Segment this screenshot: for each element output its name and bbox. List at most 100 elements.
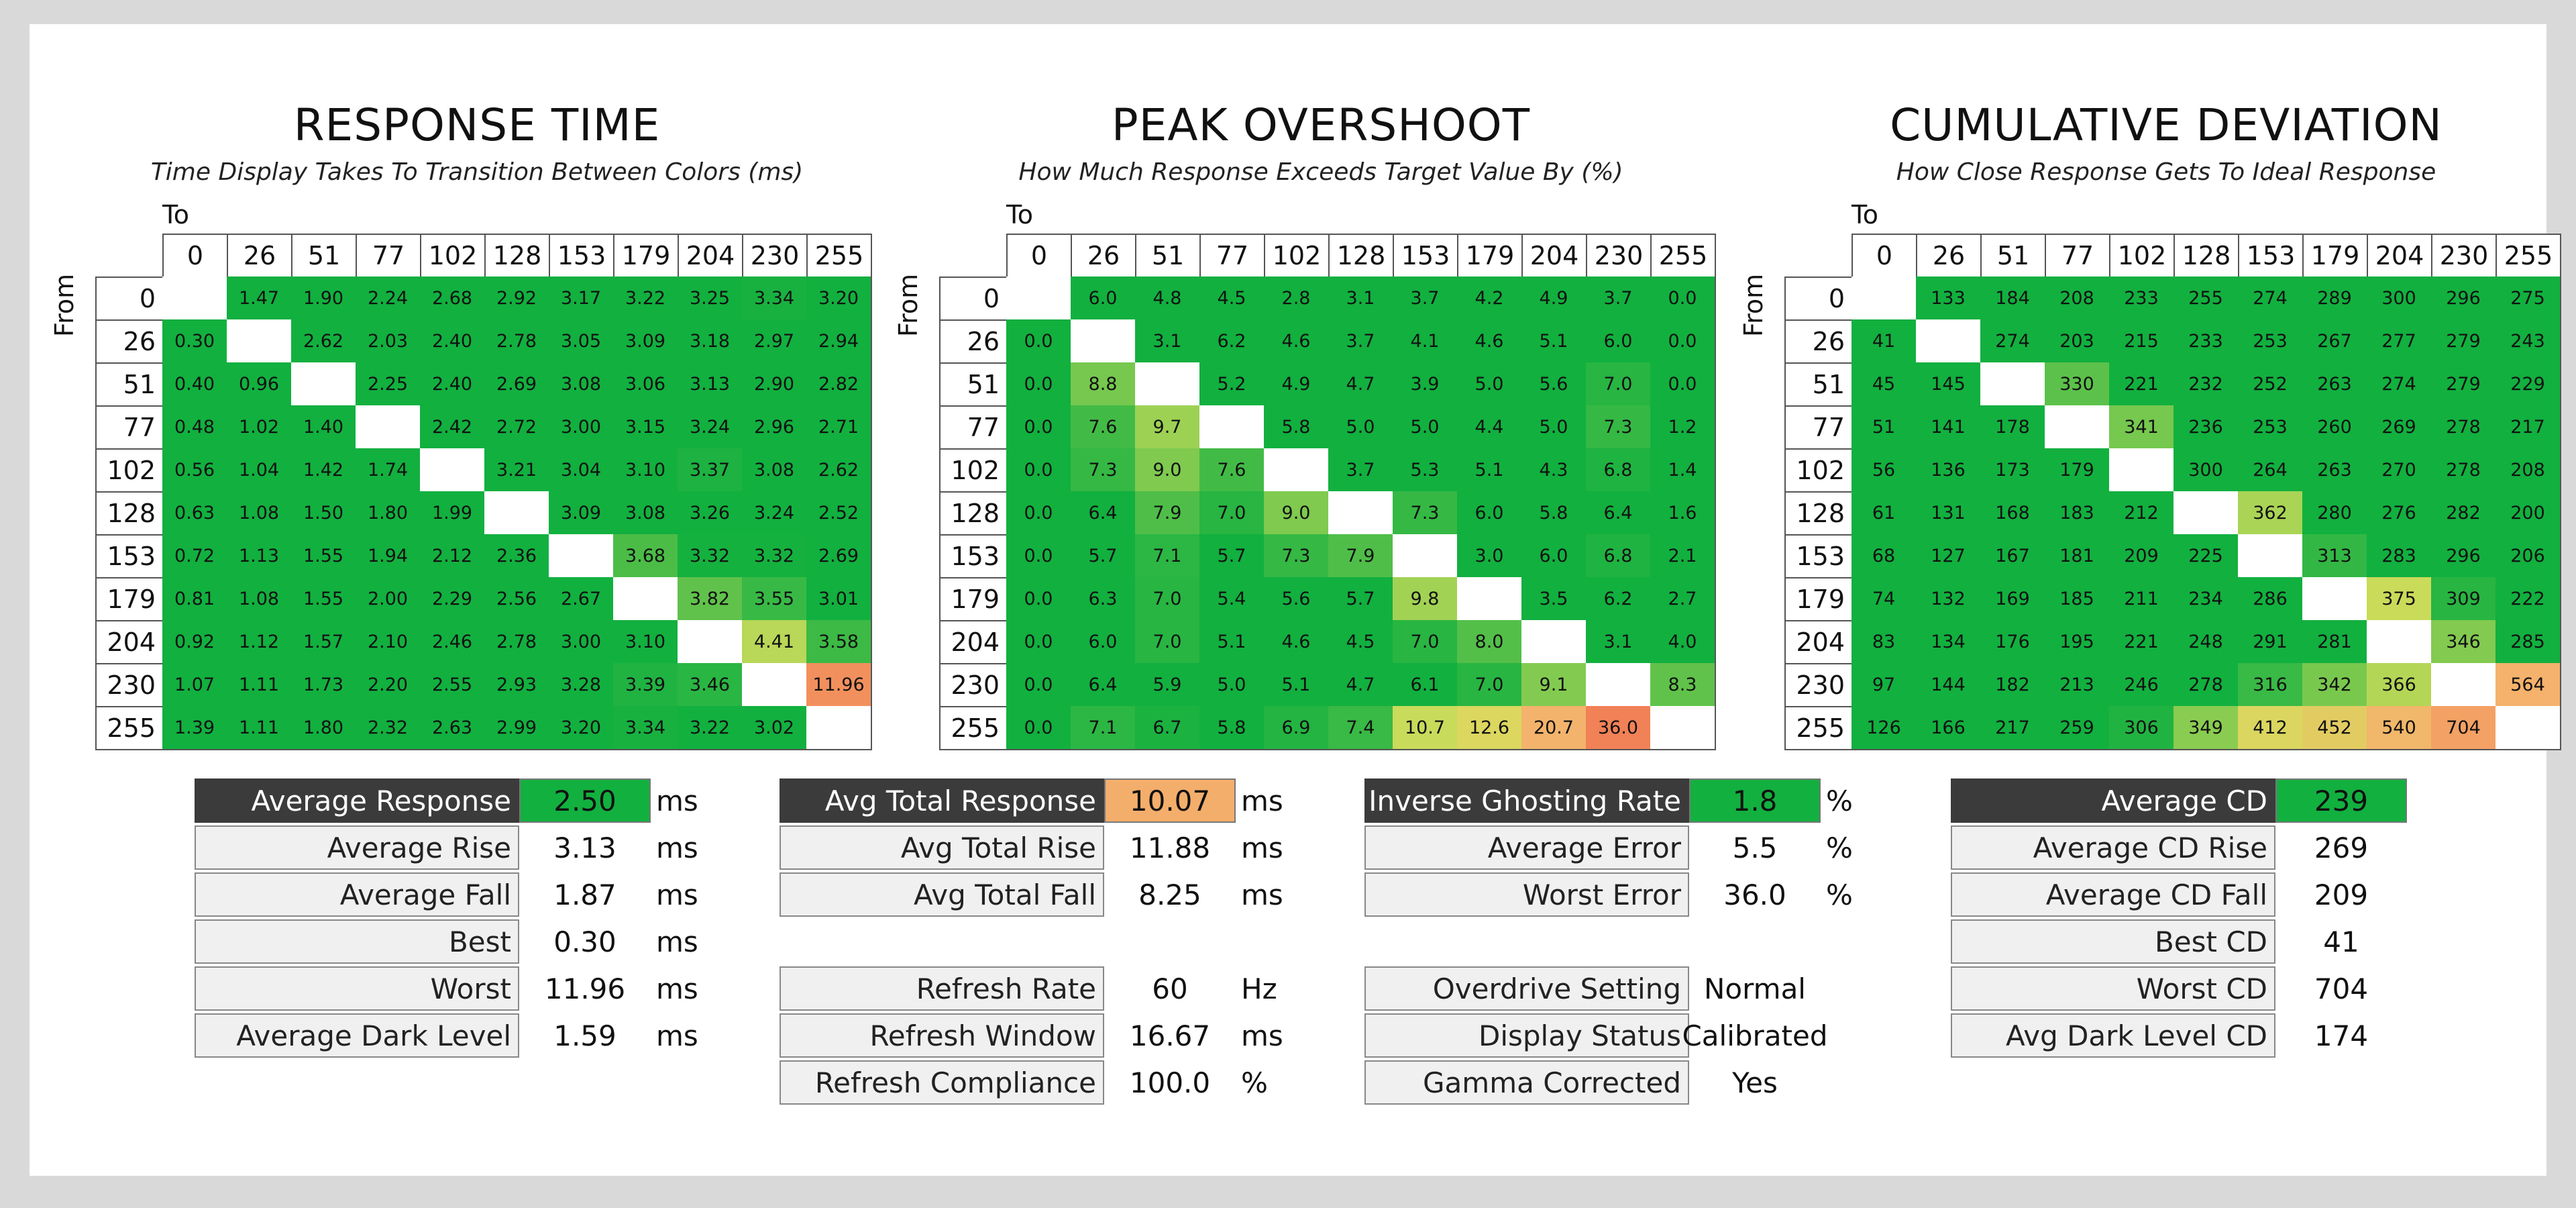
axis-to-label: To [1006,200,1034,230]
heatmap-cell [2367,620,2431,663]
heatmap-cell: 51 [1851,405,1916,448]
heatmap-cell: 2.25 [356,362,420,405]
heatmap-cell: 2.92 [484,276,549,319]
heatmap-cell: 8.8 [1071,362,1135,405]
row-header: 204 [95,620,162,663]
axis-from-label: From [894,273,923,337]
settings-stat-label: Gamma Corrected [1364,1060,1689,1105]
heatmap-cell: 7.9 [1135,491,1199,534]
heatmap-cell: 260 [2302,405,2367,448]
heatmap-cell: 9.0 [1264,491,1328,534]
row-header: 179 [939,577,1006,620]
heatmap-cell: 176 [1980,620,2045,663]
heatmap-cell: 0.0 [1006,663,1071,706]
total-stat-label: Avg Total Fall [780,872,1104,917]
heatmap-cell: 182 [1980,663,2045,706]
heatmap-cell: 2.00 [356,577,420,620]
heatmap-cell: 3.05 [549,319,613,362]
heatmap-cell: 253 [2238,405,2302,448]
heatmap-cell: 126 [1851,706,1916,749]
overshoot-stat-unit: % [1826,878,1853,911]
heatmap-cell: 4.3 [1521,448,1586,491]
heatmap-cell: 236 [2174,405,2238,448]
cd-stat-label: Average CD [1951,778,2275,823]
heatmap-cell: 316 [2238,663,2302,706]
heatmap-cell: 234 [2174,577,2238,620]
heatmap-cell: 285 [2496,620,2560,663]
heatmap-cell: 300 [2367,276,2431,319]
column-header: 230 [2431,234,2496,276]
heatmap-cell: 5.0 [1457,362,1521,405]
heatmap-cell: 169 [1980,577,2045,620]
heatmap-cell: 0.0 [1006,362,1071,405]
heatmap-cell: 248 [2174,620,2238,663]
heatmap-cell: 3.00 [549,620,613,663]
response-stat-row: Best 0.30 ms [195,919,716,964]
cd-stat-value: 41 [2323,925,2359,958]
column-header: 204 [678,234,742,276]
heatmap-cell: 6.2 [1199,319,1264,362]
heatmap-cell: 2.78 [484,319,549,362]
heatmap-cell: 232 [2174,362,2238,405]
heatmap-cell: 5.8 [1264,405,1328,448]
heatmap-cell: 0.96 [227,362,291,405]
heatmap-cell: 6.1 [1393,663,1457,706]
overshoot-stat-value: 36.0 [1723,878,1786,911]
heatmap-cell: 11.96 [806,663,871,706]
refresh-stat-value: 16.67 [1129,1019,1211,1052]
heatmap-cell: 3.09 [613,319,678,362]
column-header: 26 [1916,234,1980,276]
heatmap-cell: 0.0 [1650,319,1715,362]
heatmap-cell: 3.10 [613,620,678,663]
heatmap-cell: 6.4 [1071,663,1135,706]
heatmap-cell: 7.9 [1328,534,1393,577]
response-stat-row: Average Fall 1.87 ms [195,872,716,917]
cd-stat-value: 174 [2314,1019,2369,1052]
heatmap-cell: 1.08 [227,491,291,534]
heatmap-cell: 6.0 [1457,491,1521,534]
cd-stat-label: Average CD Fall [1951,872,2275,917]
heatmap-cell: 3.32 [678,534,742,577]
heatmap-cell: 0.63 [162,491,227,534]
response-stat-row: Worst 11.96 ms [195,966,716,1011]
heatmap-cell: 1.40 [291,405,356,448]
heatmap-cell: 212 [2109,491,2174,534]
heatmap-cell [1586,663,1650,706]
column-header: 102 [1264,234,1328,276]
heatmap-cell: 1.74 [356,448,420,491]
heatmap-cell: 3.13 [678,362,742,405]
overshoot-stat-row: Average Error 5.5% [1364,825,1886,870]
heatmap-cell: 540 [2367,706,2431,749]
heatmap-cell: 5.6 [1521,362,1586,405]
heatmap-cell: 2.56 [484,577,549,620]
heatmap-cell: 203 [2045,319,2109,362]
heatmap-cell: 5.4 [1199,577,1264,620]
heatmap-cell [2109,448,2174,491]
total-stat-row: Avg Total Fall 8.25 ms [780,872,1301,917]
cd-stat-row: Best CD 41 [1951,919,2407,964]
heatmap-cell [742,663,806,706]
heatmap-cell: 145 [1916,362,1980,405]
overshoot-stat-label: Worst Error [1364,872,1689,917]
total-stat-value: 11.88 [1129,831,1211,864]
heatmap-cell: 3.1 [1135,319,1199,362]
column-header: 179 [613,234,678,276]
heatmap-title: PEAK OVERSHOOT [1111,99,1531,151]
response-stat-label: Worst [195,966,519,1011]
heatmap-cell: 366 [2367,663,2431,706]
total-stat-unit: ms [1241,831,1283,864]
cd-stat-row: Worst CD 704 [1951,966,2407,1011]
heatmap-cell: 252 [2238,362,2302,405]
heatmap-cell [1521,620,1586,663]
heatmap-cell: 0.72 [162,534,227,577]
heatmap-cell: 83 [1851,620,1916,663]
heatmap-cell: 144 [1916,663,1980,706]
overshoot-stat-label: Inverse Ghosting Rate [1364,778,1689,823]
heatmap-cell [1457,577,1521,620]
row-header: 77 [1784,405,1851,448]
response-stat-row: Average Response 2.50 ms [195,778,716,823]
row-header: 179 [1784,577,1851,620]
cd-stat-label: Avg Dark Level CD [1951,1013,2275,1058]
overshoot-stat-label: Average Error [1364,825,1689,870]
heatmap-cell [1135,362,1199,405]
